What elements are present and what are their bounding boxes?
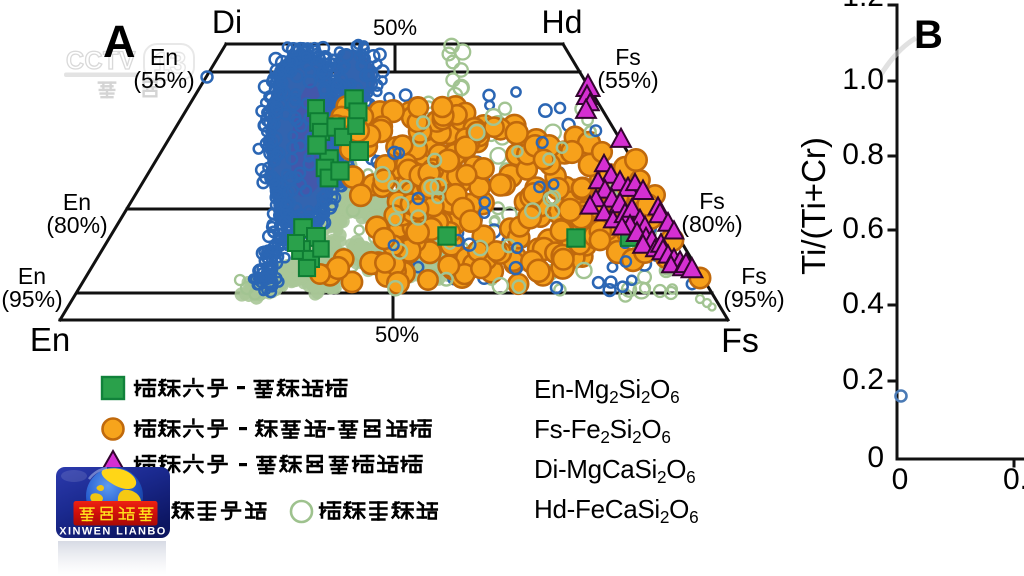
svg-text:XINWEN LIANBO: XINWEN LIANBO <box>59 526 166 538</box>
svg-text:13: 13 <box>153 47 186 80</box>
svg-text:CCTV: CCTV <box>66 47 136 75</box>
